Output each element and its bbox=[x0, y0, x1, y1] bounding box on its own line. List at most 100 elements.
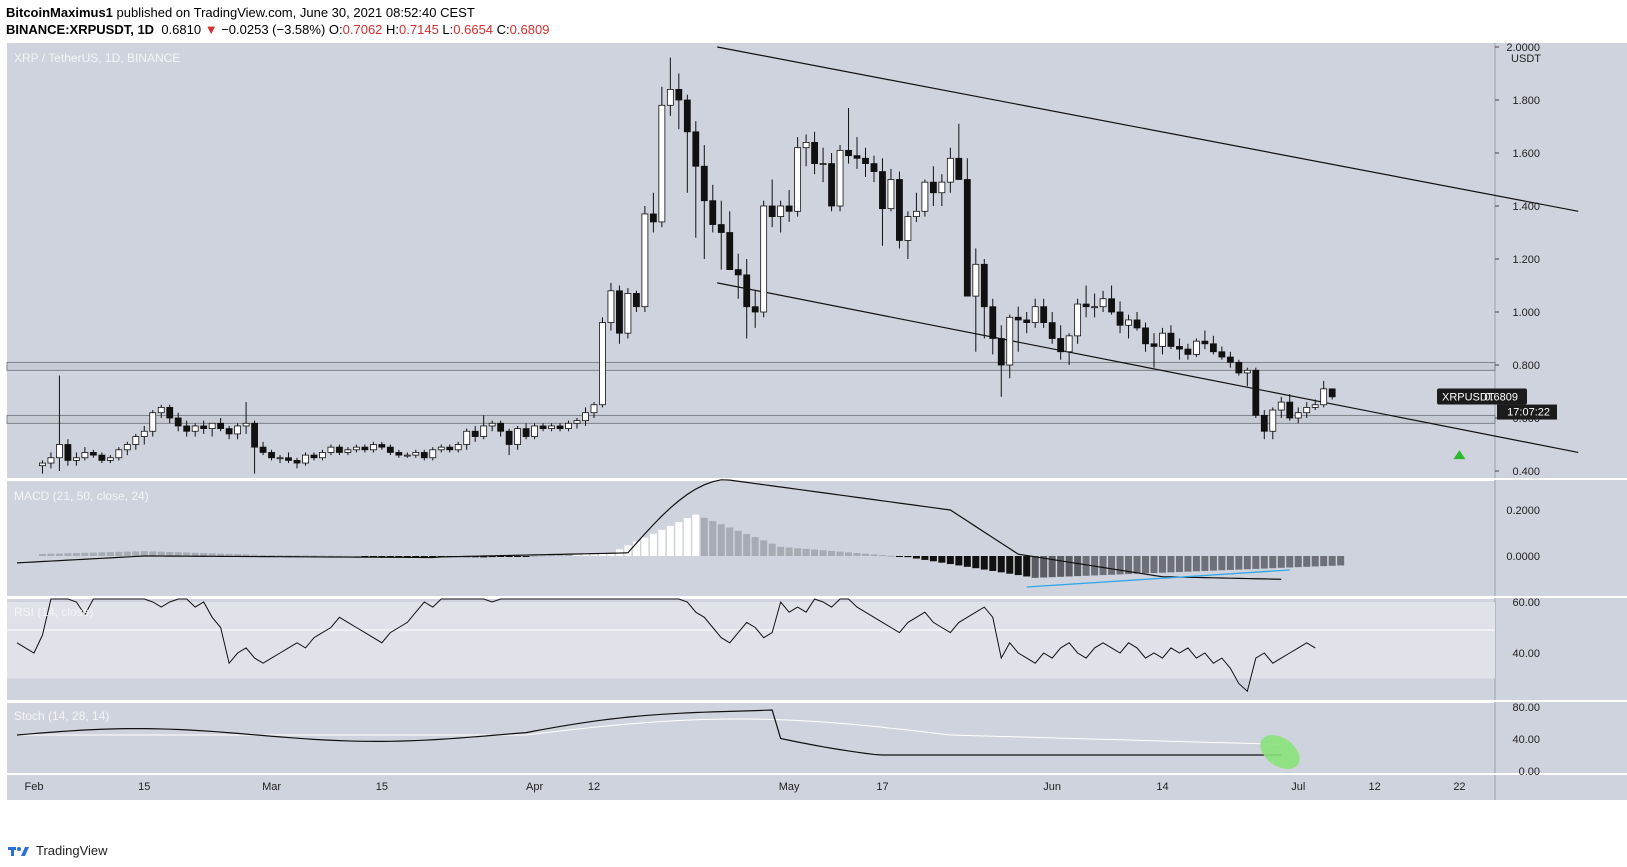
time-axis-label: 12 bbox=[1368, 781, 1380, 793]
candle-body-down bbox=[811, 141, 818, 164]
candle bbox=[1082, 285, 1090, 318]
macd-histogram-bar bbox=[242, 554, 250, 556]
time-axis-label: Mar bbox=[262, 781, 281, 793]
candle bbox=[794, 137, 802, 217]
brand-name[interactable]: TradingView bbox=[36, 843, 108, 858]
candle bbox=[1269, 407, 1277, 440]
macd-histogram-bar bbox=[89, 552, 97, 556]
macd-histogram-bar bbox=[149, 551, 157, 556]
candle-body-down bbox=[98, 454, 106, 461]
author-name[interactable]: BitcoinMaximus1 bbox=[6, 5, 113, 20]
candle-body-down bbox=[870, 163, 878, 172]
candle bbox=[802, 134, 810, 167]
candle-body-down bbox=[89, 452, 97, 456]
price-tick-label: 1.200 bbox=[1512, 254, 1540, 266]
macd-histogram-bar bbox=[649, 533, 657, 556]
candle bbox=[1294, 407, 1302, 424]
candle-body-down bbox=[896, 179, 903, 241]
trendline-lower bbox=[717, 282, 1579, 454]
candle-body-up bbox=[607, 290, 615, 323]
macd-histogram-bar bbox=[38, 553, 46, 556]
macd-histogram-bar bbox=[734, 530, 742, 556]
candle-body-up bbox=[1091, 306, 1098, 309]
candle bbox=[522, 423, 530, 440]
candle bbox=[1150, 333, 1158, 368]
candle-body-up bbox=[1243, 369, 1251, 374]
macd-panel-title: MACD (21, 50, close, 24) bbox=[14, 489, 149, 503]
candle-body-up bbox=[276, 457, 284, 460]
candle-body-up bbox=[531, 425, 538, 437]
macd-histogram-bar bbox=[836, 551, 844, 556]
candle bbox=[1031, 298, 1039, 328]
macd-histogram-bar bbox=[955, 556, 963, 566]
macd-histogram-bar bbox=[429, 556, 437, 557]
candle bbox=[412, 449, 420, 458]
candle bbox=[47, 452, 55, 469]
candle-body-down bbox=[743, 274, 751, 308]
candle-body-up bbox=[480, 425, 488, 437]
macd-histogram-bar bbox=[904, 556, 912, 558]
candle bbox=[1328, 388, 1336, 400]
macd-histogram-bar bbox=[717, 524, 725, 556]
candle bbox=[717, 200, 725, 270]
macd-histogram-bar bbox=[47, 553, 55, 556]
macd-histogram-bar bbox=[1125, 556, 1133, 575]
candle-body-down bbox=[633, 293, 640, 308]
candle bbox=[862, 147, 869, 177]
candle-body-up bbox=[921, 181, 929, 212]
candle-body-down bbox=[174, 417, 182, 427]
macd-histogram-bar bbox=[480, 556, 488, 558]
macd-histogram-bar bbox=[344, 555, 352, 557]
candle bbox=[1006, 314, 1014, 379]
candle-body-down bbox=[1116, 311, 1124, 326]
candle-body-down bbox=[1328, 388, 1336, 398]
price-tick-label: 2.0000 bbox=[1506, 42, 1540, 54]
macd-histogram-bar bbox=[751, 537, 759, 556]
macd-histogram-bar bbox=[573, 554, 581, 556]
candle-body-up bbox=[1031, 306, 1039, 324]
macd-histogram-bar bbox=[972, 556, 980, 569]
candle bbox=[276, 455, 284, 464]
candle-body-down bbox=[183, 425, 191, 432]
candle-body-down bbox=[929, 181, 937, 194]
candle bbox=[531, 423, 538, 440]
candle bbox=[497, 420, 505, 437]
candle bbox=[157, 404, 165, 418]
candle bbox=[607, 282, 615, 331]
candle bbox=[777, 200, 785, 233]
candle bbox=[208, 422, 216, 437]
time-axis-label: Apr bbox=[526, 781, 543, 793]
candle bbox=[1311, 399, 1319, 411]
candle bbox=[174, 412, 182, 432]
candle bbox=[123, 441, 131, 456]
macd-histogram-bar bbox=[1048, 556, 1056, 578]
candle-body-down bbox=[1184, 348, 1192, 355]
stoch-d-line bbox=[17, 718, 1282, 745]
candle-body-down bbox=[1150, 343, 1158, 347]
macd-histogram-bar bbox=[1006, 556, 1014, 574]
macd-histogram-bar bbox=[870, 554, 878, 556]
candle bbox=[225, 425, 233, 440]
candle-body-up bbox=[514, 428, 522, 445]
candle-body-up bbox=[149, 412, 157, 432]
candle-body-down bbox=[1226, 356, 1234, 363]
macd-histogram-bar bbox=[1209, 556, 1217, 571]
candle-body-down bbox=[497, 422, 505, 432]
candle-body-down bbox=[420, 452, 428, 459]
macd-histogram-bar bbox=[760, 540, 768, 556]
candle bbox=[1260, 410, 1268, 440]
price-tick-label: 1.400 bbox=[1512, 201, 1540, 213]
candle-body-up bbox=[887, 179, 895, 210]
candle bbox=[1065, 333, 1073, 365]
candle bbox=[556, 423, 564, 432]
open-label: O: bbox=[328, 22, 343, 37]
macd-histogram-bar bbox=[72, 553, 80, 556]
macd-histogram-bar bbox=[403, 556, 411, 557]
candle bbox=[268, 449, 275, 461]
candle bbox=[1252, 367, 1260, 418]
macd-histogram-bar bbox=[327, 555, 335, 557]
support-zone-2 bbox=[6, 414, 1496, 424]
candle-body-down bbox=[768, 205, 776, 217]
candle bbox=[819, 147, 827, 183]
